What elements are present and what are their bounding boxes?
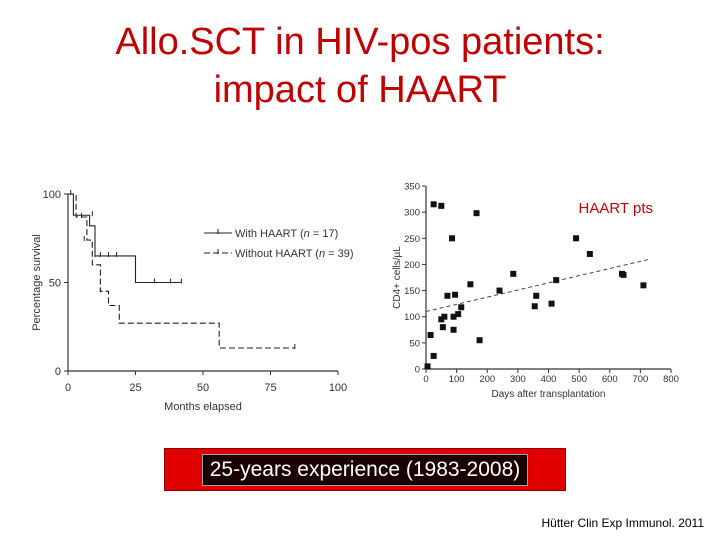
experience-banner: 25-years experience (1983-2008) [164, 448, 566, 491]
cd4-y-tick-label: 150 [404, 286, 420, 297]
cd4-data-point [452, 291, 459, 298]
cd4-x-tick-label: 0 [423, 374, 428, 385]
cd4-y-tick-label: 200 [404, 260, 420, 271]
km-x-tick-label: 100 [329, 382, 347, 394]
cd4-data-point [438, 316, 445, 323]
km-x-tick-label: 75 [264, 382, 276, 394]
cd4-x-tick-label: 200 [479, 374, 495, 385]
cd4-y-tick-label: 100 [404, 312, 420, 323]
cd4-data-point [449, 235, 456, 242]
cd4-x-tick-label: 700 [632, 374, 648, 385]
cd4-data-point [620, 271, 627, 278]
cd4-data-point [510, 270, 517, 277]
citation: Hütter Clin Exp Immunol. 2011 [541, 516, 704, 530]
cd4-annotation: HAART pts [579, 200, 653, 217]
cd4-data-point [450, 326, 457, 333]
cd4-y-tick-label: 250 [404, 234, 420, 245]
km-y-tick-label: 100 [43, 189, 61, 201]
cd4-data-point [458, 304, 465, 311]
cd4-x-tick-label: 500 [571, 374, 587, 385]
cd4-x-tick-label: 800 [663, 374, 679, 385]
cd4-x-axis-label: Days after transplantation [492, 389, 606, 400]
cd4-data-point [533, 292, 540, 299]
cd4-data-point [586, 250, 593, 257]
cd4-data-point [548, 300, 555, 307]
cd4-y-tick-label: 350 [404, 182, 420, 193]
cd4-y-tick-label: 300 [404, 208, 420, 219]
km-x-axis-label: Months elapsed [164, 401, 242, 413]
km-series-with-haart [68, 193, 182, 284]
cd4-data-point [450, 313, 457, 320]
title-line-1: Allo.SCT in HIV-pos patients: [115, 21, 605, 63]
cd4-data-point [424, 363, 431, 370]
cd4-data-point [455, 311, 462, 318]
cd4-y-tick-label: 50 [409, 338, 420, 349]
cd4-data-point [438, 202, 445, 209]
km-x-tick-label: 25 [129, 382, 141, 394]
km-y-axis-label: Percentage survival [31, 234, 43, 331]
km-x-tick-label: 0 [65, 382, 71, 394]
cd4-y-axis-label: CD4+ cells/µL [392, 246, 403, 309]
slide-title: Allo.SCT in HIV-pos patients: impact of … [0, 18, 720, 114]
cd4-data-point [640, 282, 647, 289]
cd4-x-tick-label: 100 [449, 374, 465, 385]
cd4-data-point [473, 210, 480, 217]
cd4-data-point [496, 287, 503, 294]
cd4-data-point [439, 324, 446, 331]
cd4-data-point [573, 235, 580, 242]
cd4-x-tick-label: 400 [541, 374, 557, 385]
cd4-trendline [425, 258, 650, 312]
km-y-tick-label: 0 [55, 366, 61, 378]
km-legend-label: Without HAART (n = 39) [235, 248, 354, 260]
km-legend-label: With HAART (n = 17) [235, 228, 338, 240]
cd4-x-tick-label: 600 [602, 374, 618, 385]
cd4-data-point [427, 332, 434, 339]
cd4-data-point [430, 352, 437, 359]
banner-text: 25-years experience (1983-2008) [201, 453, 529, 486]
cd4-x-tick-label: 300 [510, 374, 526, 385]
cd4-data-point [531, 303, 538, 310]
km-y-tick-label: 50 [49, 278, 61, 290]
km-x-tick-label: 50 [197, 382, 209, 394]
cd4-data-point [476, 337, 483, 344]
cd4-data-point [441, 313, 448, 320]
cd4-data-point [430, 201, 437, 208]
title-line-2: impact of HAART [213, 69, 507, 111]
cd4-y-tick-label: 0 [415, 365, 420, 376]
cd4-data-point [444, 292, 451, 299]
cd4-data-point [553, 277, 560, 284]
cd4-data-point [467, 281, 474, 288]
